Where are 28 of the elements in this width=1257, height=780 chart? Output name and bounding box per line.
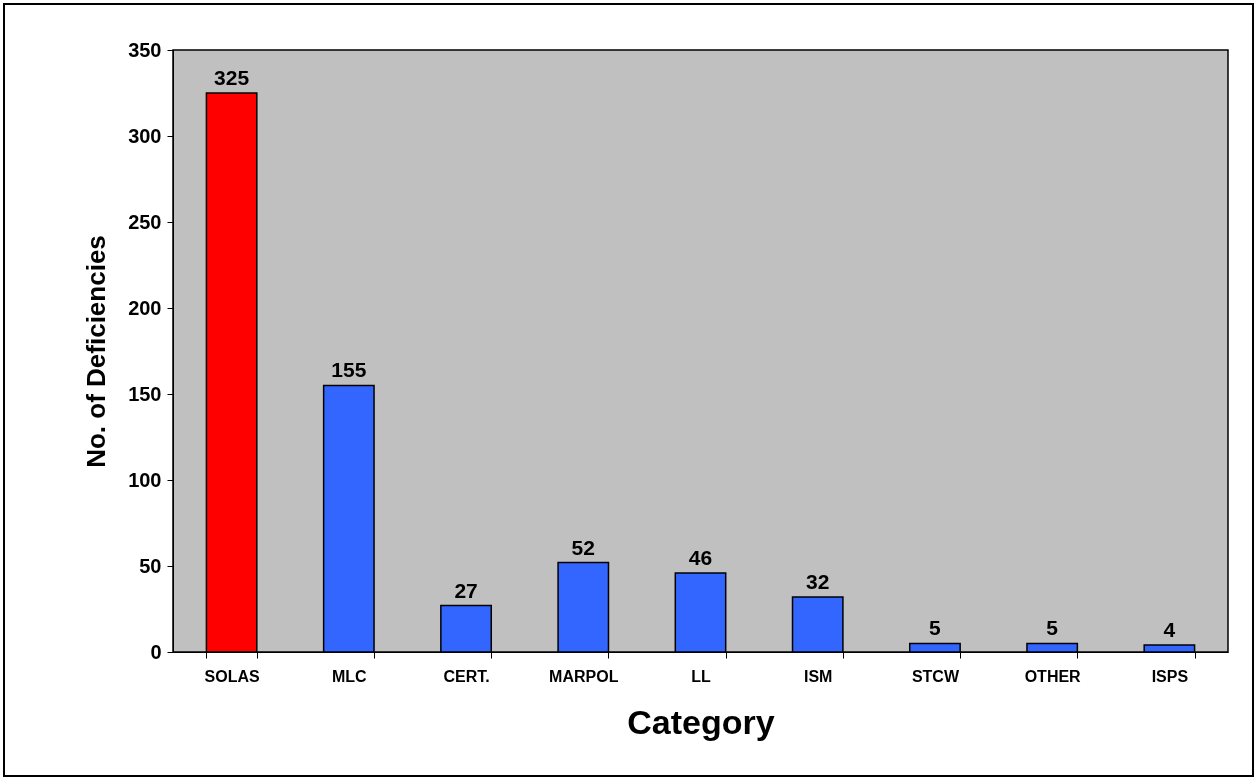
y-tick-label: 300 [128, 124, 162, 147]
y-axis-title: No. of Deficiencies [81, 235, 112, 468]
x-tick-label: MLC [332, 667, 368, 685]
x-tick-label: SOLAS [204, 667, 260, 685]
data-label: 46 [688, 545, 713, 569]
y-tick-label: 200 [128, 296, 162, 319]
x-tick-label: ISM [804, 667, 833, 685]
x-tick-label: ISPS [1151, 667, 1189, 685]
y-tick-label: 0 [150, 640, 162, 663]
data-label: 52 [571, 535, 595, 559]
data-label: 4 [1163, 618, 1176, 642]
data-label: 32 [806, 569, 830, 593]
data-label: 325 [214, 66, 250, 89]
data-label: 27 [454, 578, 478, 602]
x-axis-title: Category [627, 702, 775, 741]
data-label: 155 [331, 358, 367, 382]
y-tick-label: 150 [128, 382, 162, 405]
y-tick-label: 250 [128, 210, 162, 233]
x-tick-label: STCW [911, 667, 960, 685]
x-tick-label: OTHER [1024, 667, 1082, 685]
x-tick-label: MARPOL [549, 667, 619, 685]
data-label: 5 [929, 616, 942, 640]
data-label: 5 [1046, 616, 1059, 640]
x-tick-label: CERT. [443, 667, 490, 685]
y-tick-label: 100 [128, 468, 162, 491]
x-tick-label: LL [691, 667, 711, 685]
y-tick-label: 50 [139, 554, 162, 577]
y-tick-label: 350 [128, 38, 162, 61]
